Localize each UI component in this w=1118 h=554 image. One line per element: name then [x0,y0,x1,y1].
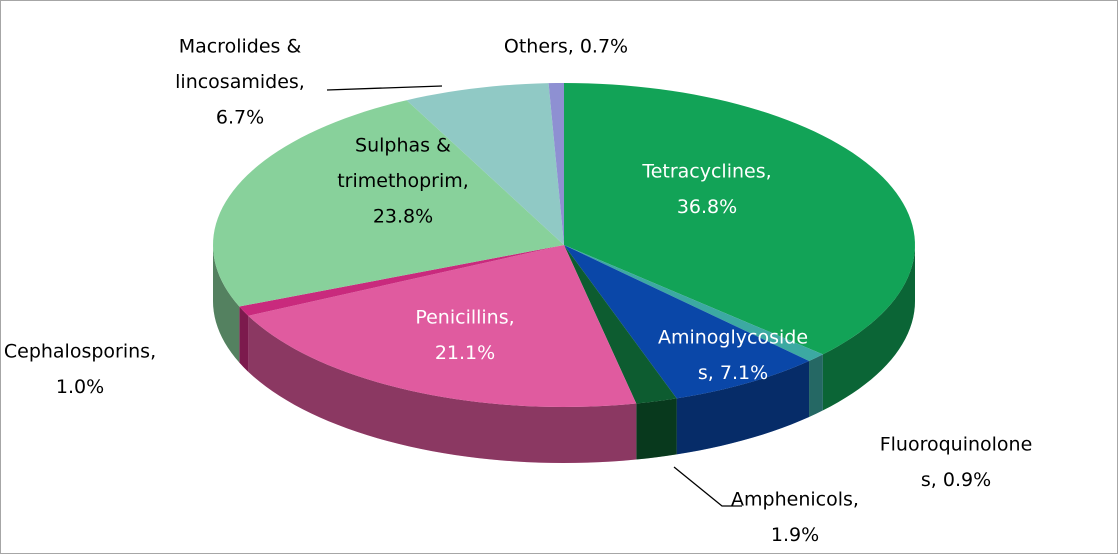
slice [564,245,677,404]
data-label: 6.7% [216,107,264,129]
pie-sides [213,245,915,463]
slice-side-shade [809,354,823,417]
slice [548,83,564,245]
slice-side-shade [636,398,677,460]
data-label: Others, 0.7% [504,36,628,58]
slice-side [248,315,637,463]
slice [406,83,564,245]
data-label: Tetracyclines, [641,161,771,183]
slice-side [239,306,249,372]
slice-side [636,398,677,460]
data-label: 23.8% [373,206,433,228]
data-label: lincosamides, [175,71,305,93]
data-label: 1.0% [56,376,104,398]
slice-side [213,245,240,363]
slice-side [822,245,915,411]
slice-side [809,354,823,417]
data-label: Amphenicols, [731,489,859,511]
data-label: 36.8% [677,196,737,218]
leader-line [326,85,443,91]
data-label: 1.9% [771,524,819,546]
data-label: s, 7.1% [698,362,768,384]
slice-side-shade [239,306,249,372]
slice-side [676,360,810,455]
slice-side-shade [213,245,240,363]
data-label: Aminoglycoside [658,327,808,349]
data-label: Macrolides & [179,36,302,58]
slice [248,245,637,407]
data-label: Fluoroquinolone [880,434,1033,456]
data-label: trimethoprim, [337,170,469,192]
data-label: Sulphas & [355,135,451,157]
slice-side-shade [822,245,915,411]
data-label: Cephalosporins, [4,341,156,363]
slice [564,83,915,355]
leader-line [673,466,742,507]
data-label: Penicillins, [415,307,514,329]
pie-tops [213,83,915,407]
slice [564,245,823,361]
slice [239,245,564,316]
slice-side-shade [676,360,810,455]
data-labels: Tetracyclines, 36.8% Fluoroquinolone s, 0.9… [4,36,1032,547]
slice [213,100,564,307]
data-label: 21.1% [435,342,495,364]
data-label: s, 0.9% [921,469,991,491]
slice [564,245,810,399]
slice-side-shade [248,315,637,463]
leader-lines [326,85,742,507]
